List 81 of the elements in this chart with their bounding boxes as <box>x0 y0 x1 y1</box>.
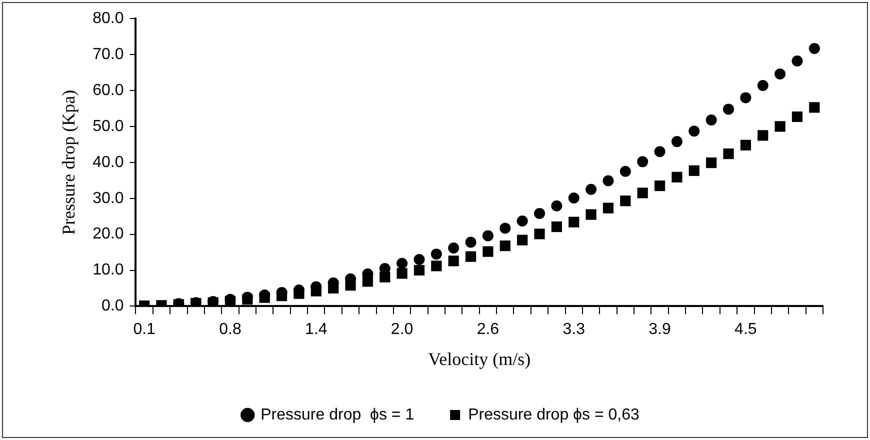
point <box>586 209 596 220</box>
point <box>310 286 322 296</box>
y-tick-label: 70.0 <box>92 46 124 63</box>
y-tick-label: 50.0 <box>92 118 124 135</box>
point <box>620 196 631 206</box>
x-tick-label: 3.3 <box>562 321 586 338</box>
point <box>758 130 768 141</box>
point <box>328 282 339 294</box>
point <box>448 256 459 266</box>
point <box>534 228 545 240</box>
point <box>500 240 510 252</box>
point <box>465 236 476 248</box>
point <box>637 156 648 168</box>
point <box>482 246 494 257</box>
x-tick-label: 0.1 <box>133 321 156 338</box>
point <box>808 42 820 54</box>
y-tick-label: 0.0 <box>101 298 124 315</box>
point <box>430 248 442 260</box>
point <box>654 146 666 158</box>
point <box>792 111 803 122</box>
point <box>774 68 786 80</box>
point <box>362 276 373 287</box>
point <box>568 192 580 204</box>
point <box>396 258 408 269</box>
point <box>774 121 786 132</box>
y-tick-label: 20.0 <box>92 226 124 243</box>
point <box>723 148 734 160</box>
point <box>431 260 442 272</box>
x-axis-title: Velocity (m/s) <box>428 348 531 369</box>
x-tick-label: 4.5 <box>734 321 757 338</box>
point <box>345 280 356 291</box>
y-tick-label: 30.0 <box>92 190 124 207</box>
point <box>242 294 253 305</box>
point <box>396 268 408 279</box>
point <box>602 202 614 214</box>
point <box>465 251 476 262</box>
x-tick-label: 2.0 <box>390 321 414 338</box>
point <box>414 264 425 276</box>
point <box>276 290 288 302</box>
point <box>757 80 768 91</box>
point <box>500 222 511 234</box>
point <box>723 104 734 115</box>
point <box>620 166 631 177</box>
point <box>671 136 682 148</box>
legend-label: Pressure drop ϕs = 1 <box>260 406 414 424</box>
point <box>516 216 528 226</box>
point <box>517 234 528 246</box>
x-tick-label: 1.4 <box>305 321 328 338</box>
point <box>740 92 752 104</box>
point <box>809 102 820 113</box>
point <box>294 288 304 299</box>
point <box>654 180 666 192</box>
point <box>740 140 751 150</box>
x-tick-label: 3.9 <box>648 321 671 338</box>
y-tick-label: 40.0 <box>92 154 124 171</box>
y-tick-label: 10.0 <box>92 262 124 279</box>
point <box>637 188 648 198</box>
x-tick-label: 0.8 <box>219 321 242 338</box>
point <box>259 292 270 303</box>
point <box>551 221 562 232</box>
point <box>380 272 390 282</box>
legend-label: Pressure drop ϕs = 0,63 <box>468 406 640 424</box>
y-axis-title: Pressure drop (Kpa) <box>58 90 79 235</box>
point <box>706 114 717 126</box>
x-tick-label: 2.6 <box>476 321 500 338</box>
point <box>672 172 682 182</box>
point <box>688 165 700 176</box>
point <box>568 216 580 228</box>
point <box>448 242 460 254</box>
point <box>551 200 562 212</box>
point <box>602 175 614 186</box>
point <box>586 184 597 195</box>
point <box>688 126 700 137</box>
point <box>414 254 425 265</box>
point <box>706 157 717 168</box>
point <box>792 56 803 67</box>
y-tick-label: 60.0 <box>92 82 124 99</box>
point <box>534 208 546 219</box>
y-tick-label: 80.0 <box>92 10 124 28</box>
point <box>482 230 494 242</box>
point <box>190 298 202 306</box>
